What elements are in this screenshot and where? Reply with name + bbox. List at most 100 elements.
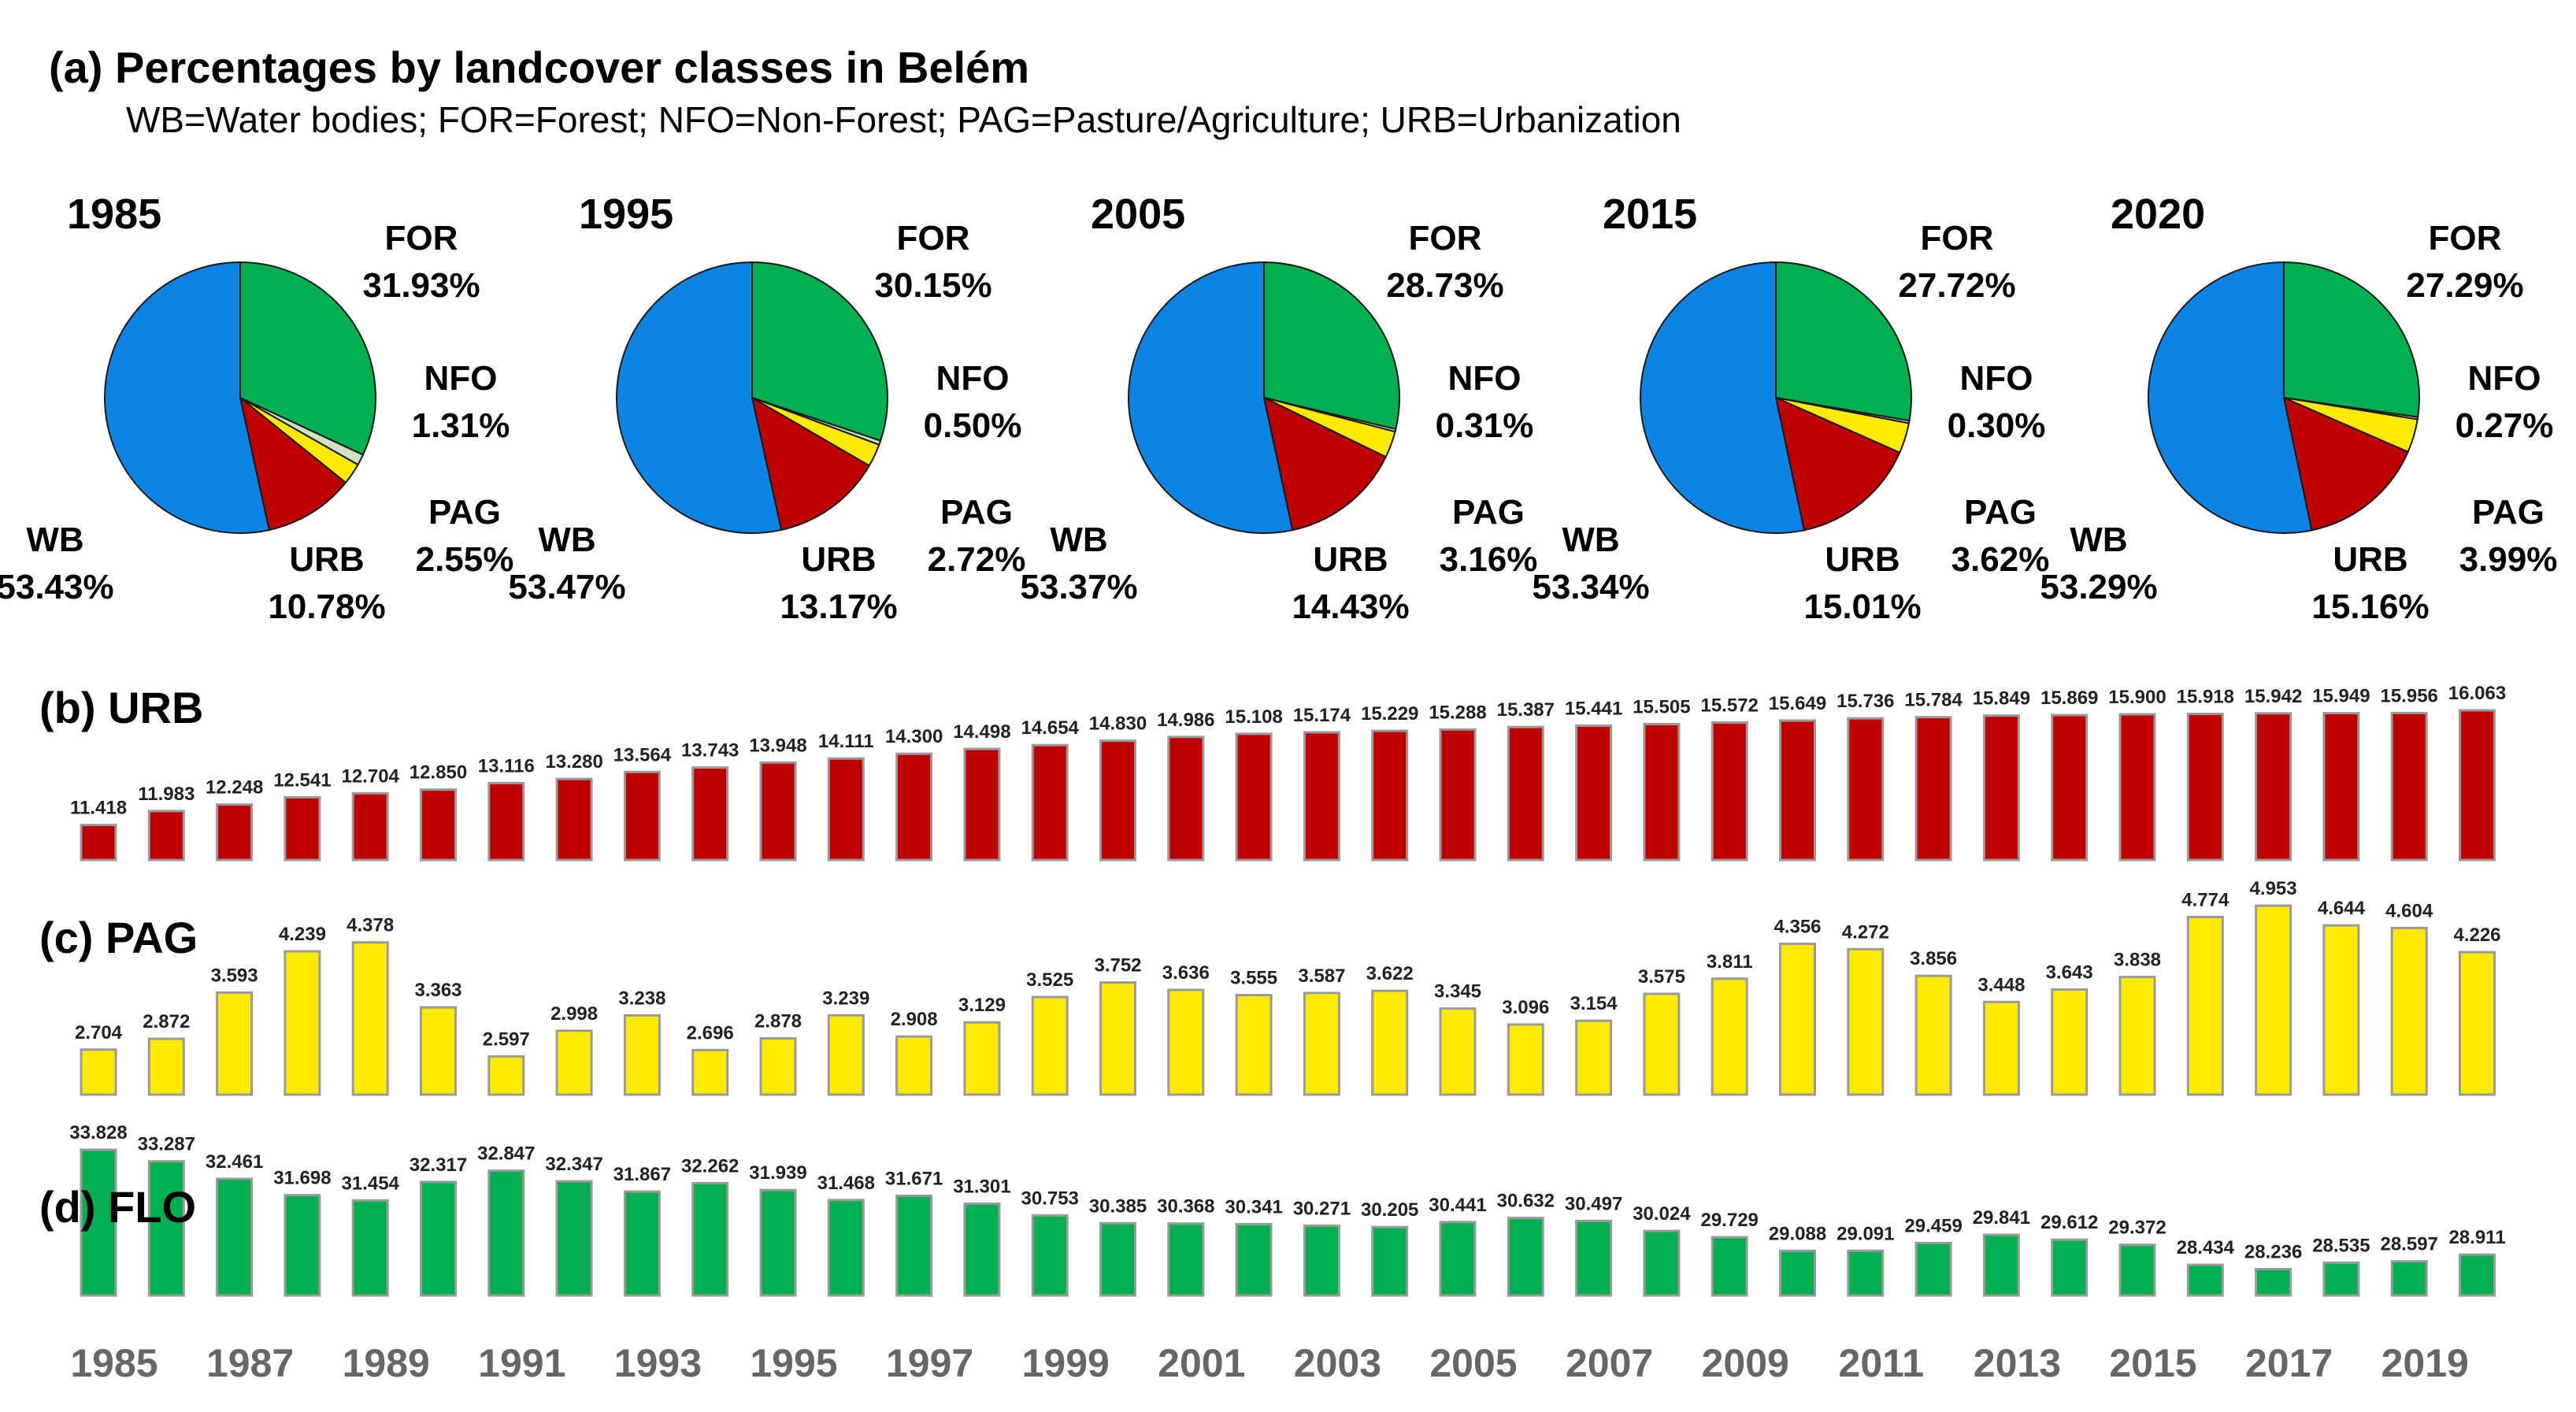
bar-2015	[2118, 1243, 2156, 1297]
bar-value-label: 15.108	[1225, 706, 1282, 728]
pie-label-urb: URB	[2333, 540, 2407, 579]
bar-value-label: 31.939	[749, 1162, 806, 1184]
bar-value-label: 29.612	[2040, 1212, 2098, 1233]
bar-2020	[2459, 951, 2496, 1096]
bar-value-label: 14.986	[1157, 710, 1214, 731]
bar-1985	[80, 824, 117, 862]
figure-title: (a) Percentages by landcover classes in …	[49, 43, 1029, 92]
bar-value-label: 28.236	[2244, 1242, 2302, 1263]
bar-value-label: 28.597	[2380, 1234, 2437, 1255]
bar-1995	[759, 1037, 797, 1096]
bar-2007	[1575, 1219, 1613, 1297]
bar-value-label: 3.238	[618, 988, 665, 1009]
x-tick-label: 2011	[1839, 1341, 1924, 1385]
bar-2018	[2322, 1261, 2360, 1297]
pie-slice-urb	[751, 395, 871, 532]
bar-2013	[1982, 1233, 2020, 1297]
bar-value-label: 11.983	[138, 784, 195, 805]
x-tick-label: 1999	[1022, 1341, 1110, 1385]
pie-label-urb: URB	[1313, 540, 1388, 579]
pie-slice-urb	[1262, 396, 1388, 532]
x-tick-label: 1991	[478, 1341, 565, 1385]
pie-value-for: 31.93%	[362, 266, 480, 305]
bar-value-label: 2.998	[550, 1003, 598, 1025]
pie-year-label: 2005	[1091, 191, 1185, 238]
bar-value-label: 29.091	[1837, 1223, 1894, 1244]
bar-1990	[420, 1180, 457, 1297]
bar-1996	[827, 757, 865, 862]
pie-chart-2005: 2005 FOR 28.73% NFO 0.31% PAG 3.16% URB 14.43% WB…	[1020, 191, 1537, 626]
bar-value-label: 11.418	[70, 798, 127, 819]
pie-label-pag: PAG	[2472, 493, 2544, 532]
bar-1997	[895, 752, 933, 862]
bar-value-label: 4.226	[2453, 925, 2500, 946]
pie-slice-for	[1263, 261, 1400, 431]
pie-value-nfo: 0.30%	[1948, 406, 2046, 445]
x-axis-ticks: 1985 1987 1989 1991 1993 1995 1997 1999 2001 2003…	[70, 1341, 2468, 1385]
bar-value-label: 32.347	[545, 1154, 602, 1175]
bar-2014	[2051, 713, 2089, 862]
bar-2011	[1847, 1249, 1885, 1297]
bar-value-label: 15.942	[2244, 686, 2302, 707]
bar-2013	[1982, 1000, 2020, 1096]
bar-value-label: 14.300	[885, 726, 943, 747]
bar-value-label: 29.729	[1700, 1210, 1758, 1231]
bar-2003	[1303, 991, 1340, 1096]
bar-value-label: 31.301	[953, 1176, 1010, 1197]
pie-slice-urb	[239, 395, 347, 532]
bar-value-label: 29.841	[1973, 1207, 2030, 1229]
bar-value-label: 3.636	[1162, 962, 1210, 984]
pie-slice-wb	[2148, 261, 2313, 534]
bar-2004	[1371, 1225, 1409, 1297]
pie-label-nfo: NFO	[1448, 359, 1522, 398]
bar-value-label: 12.248	[206, 777, 263, 799]
bar-value-label: 3.752	[1094, 955, 1141, 977]
x-tick-label: 2015	[2109, 1341, 2196, 1385]
bar-value-label: 15.736	[1837, 691, 1894, 712]
bar-1987	[216, 803, 254, 862]
bar-2012	[1914, 974, 1952, 1096]
x-tick-label: 2005	[1429, 1341, 1517, 1385]
bar-2009	[1711, 721, 1748, 862]
pie-slice-for	[1775, 261, 1912, 422]
bar-value-label: 3.239	[822, 988, 869, 1009]
bar-1988	[284, 950, 321, 1096]
bar-2006	[1507, 1217, 1544, 1297]
x-tick-label: 1989	[343, 1341, 430, 1385]
bar-value-label: 4.644	[2318, 898, 2366, 919]
pie-value-nfo: 0.27%	[2456, 406, 2554, 445]
bar-value-label: 31.867	[613, 1164, 671, 1185]
bar-value-label: 15.505	[1633, 696, 1690, 717]
bar-2000	[1099, 1221, 1136, 1297]
bar-2008	[1643, 992, 1681, 1096]
pie-value-nfo: 0.50%	[924, 406, 1022, 445]
bar-1989	[351, 791, 389, 862]
bar-1992	[555, 777, 593, 862]
panel-title: (b) URB	[39, 683, 203, 732]
bar-value-label: 3.643	[2046, 962, 2093, 983]
bar-1986	[147, 1037, 185, 1096]
bar-value-label: 31.468	[817, 1173, 875, 1194]
bar-value-label: 3.838	[2114, 950, 2161, 971]
panel-title: (c) PAG	[39, 913, 198, 962]
x-tick-label: 2009	[1702, 1341, 1789, 1385]
bar-2016	[2186, 713, 2224, 862]
x-tick-label: 2017	[2245, 1341, 2333, 1385]
bar-2001	[1167, 1222, 1205, 1297]
pie-label-nfo: NFO	[2468, 359, 2541, 398]
bar-value-label: 15.900	[2108, 687, 2166, 708]
pie-label-for: FOR	[2429, 219, 2502, 258]
bar-2011	[1847, 717, 1885, 862]
bar-value-label: 33.287	[138, 1134, 195, 1155]
bar-2018	[2322, 712, 2360, 862]
pie-slice-wb	[1128, 261, 1294, 534]
bar-2006	[1507, 725, 1544, 862]
bar-value-label: 15.869	[2040, 687, 2098, 709]
bar-2019	[2390, 926, 2428, 1096]
pie-slice-for	[751, 261, 888, 442]
pie-year-label: 1985	[67, 191, 161, 238]
bar-2007	[1575, 725, 1613, 862]
bar-2002	[1235, 732, 1273, 862]
bar-value-label: 30.341	[1225, 1196, 1282, 1217]
bar-1988	[284, 1194, 321, 1297]
